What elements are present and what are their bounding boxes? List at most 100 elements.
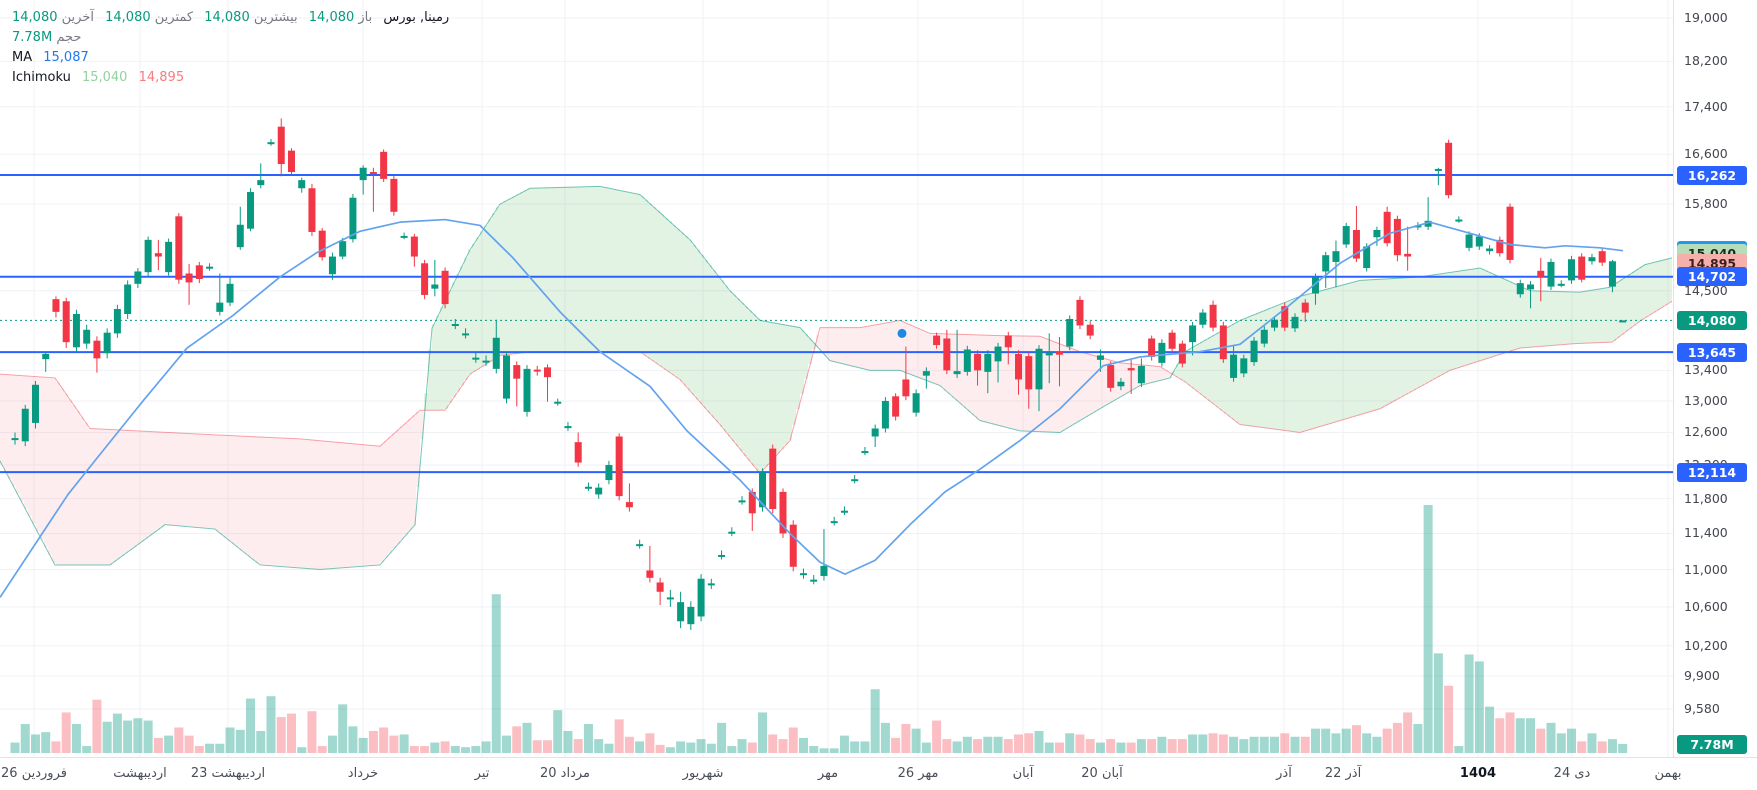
- ichimoku-cloud-strip: [968, 334, 972, 412]
- ichimoku-cloud-strip: [284, 438, 288, 567]
- candle-body: [595, 487, 603, 495]
- ichimoku-cloud-strip: [1580, 291, 1584, 344]
- ichimoku-cloud-strip: [680, 232, 684, 382]
- ichimoku-cloud-strip: [1296, 297, 1300, 433]
- ichimoku-cloud-strip: [288, 438, 292, 568]
- x-tick-label: شهریور: [682, 766, 724, 781]
- ichimoku-cloud-strip: [1496, 276, 1500, 355]
- ichimoku-cloud-strip: [372, 445, 376, 566]
- ichimoku-cloud-strip: [220, 435, 224, 535]
- volume-bar: [594, 739, 604, 753]
- ichimoku-cloud-strip: [880, 323, 884, 371]
- volume-bar: [1208, 733, 1218, 753]
- legend-ichimoku-row[interactable]: Ichimoku 15,040 14,895: [12, 68, 449, 88]
- ichimoku-cloud-strip: [1172, 370, 1176, 376]
- candle-body: [492, 337, 500, 369]
- ichimoku-cloud-strip: [420, 410, 424, 440]
- ichimoku-cloud-strip: [628, 192, 632, 352]
- time-axis[interactable]: 26 فروردین اردیبهشت 23 اردیبهشت خرداد تیر 20 …: [0, 757, 1757, 790]
- ichimoku-cloud-strip: [212, 434, 216, 529]
- y-tick-label: 14,500: [1684, 282, 1728, 298]
- candle-body: [1240, 358, 1248, 374]
- ichimoku-cloud-strip: [848, 327, 852, 366]
- ichimoku-cloud-strip: [340, 442, 344, 568]
- ichimoku-cloud-strip: [1464, 270, 1468, 366]
- ichimoku-cloud-strip: [444, 298, 448, 409]
- ichimoku-cloud-strip: [652, 207, 656, 362]
- ichimoku-cloud-strip: [1220, 330, 1224, 411]
- ichimoku-cloud-strip: [540, 187, 544, 352]
- ichimoku-cloud-strip: [828, 327, 832, 361]
- ichimoku-cloud-strip: [1376, 279, 1380, 410]
- candle-body: [779, 491, 787, 534]
- ichimoku-cloud-strip: [1156, 366, 1160, 381]
- ichimoku-cloud-strip: [48, 377, 52, 556]
- volume-bar: [1423, 504, 1433, 753]
- volume-bar: [1310, 728, 1320, 753]
- ichimoku-cloud-strip: [1392, 278, 1396, 401]
- volume-bar: [553, 710, 563, 753]
- ichimoku-cloud-strip: [888, 322, 892, 371]
- ichimoku-cloud-strip: [552, 187, 556, 352]
- candle-body: [1086, 324, 1094, 336]
- ichimoku-cloud-strip: [840, 327, 844, 364]
- volume-bar: [10, 742, 20, 753]
- x-tick-label: 20 آبان: [1081, 766, 1123, 781]
- ichimoku-cloud-strip: [884, 322, 888, 371]
- ichimoku-cloud-strip: [56, 382, 60, 565]
- volume-bar: [502, 735, 512, 753]
- candle-body: [503, 355, 511, 399]
- ichimoku-cloud-strip: [1668, 258, 1672, 303]
- ichimoku-cloud-strip: [448, 290, 452, 403]
- high-value: 14,080: [204, 10, 250, 25]
- ichimoku-cloud-strip: [1160, 367, 1164, 380]
- volume-bar: [1526, 718, 1536, 753]
- ichimoku-cloud-strip: [796, 327, 800, 410]
- ichimoku-cloud-strip: [196, 434, 200, 528]
- x-tick-label: 24 دی: [1553, 766, 1591, 781]
- candle-body: [451, 324, 459, 327]
- volume-bar: [1577, 741, 1587, 753]
- ichimoku-cloud-strip: [1084, 353, 1088, 417]
- ichimoku-cloud-strip: [144, 431, 148, 539]
- ichimoku-cloud-strip: [512, 196, 516, 354]
- volume-bar: [737, 739, 747, 753]
- price-axis[interactable]: 19,000 18,200 17,400 16,600 15,800 14,500 13,4…: [1673, 0, 1757, 757]
- volume-bar: [819, 748, 829, 753]
- volume-bar: [1003, 739, 1013, 753]
- ichimoku-cloud-strip: [1644, 264, 1648, 318]
- ichimoku-cloud-strip: [656, 210, 660, 365]
- candle-body: [1619, 320, 1627, 323]
- volume-bar: [1362, 733, 1372, 753]
- legend-ma-row[interactable]: MA 15,087: [12, 48, 449, 68]
- volume-bar: [921, 742, 931, 753]
- candle-body: [1414, 225, 1422, 228]
- volume-bar: [348, 726, 358, 753]
- ichimoku-cloud-strip: [644, 199, 648, 356]
- ichimoku-cloud-strip: [320, 440, 324, 570]
- volume-bar: [655, 744, 665, 753]
- ichimoku-cloud-strip: [4, 374, 8, 472]
- candle-body: [277, 126, 285, 165]
- candle-body: [11, 438, 19, 441]
- ichimoku-cloud-strip: [1076, 350, 1080, 422]
- ichimoku-cloud-strip: [592, 186, 596, 352]
- ichimoku-cloud-strip: [1148, 365, 1152, 383]
- ichimoku-cloud-strip: [80, 416, 84, 565]
- x-tick-label: 22 آذر: [1324, 766, 1362, 781]
- volume-bar: [1106, 739, 1116, 753]
- ichimoku-cloud-strip: [1020, 335, 1024, 431]
- ichimoku-cloud-strip: [140, 431, 144, 542]
- candle-body: [1045, 352, 1053, 356]
- candle-body: [308, 188, 316, 232]
- ichimoku-cloud-strip: [1064, 346, 1068, 429]
- ichimoku-cloud-strip: [1044, 338, 1048, 432]
- chart-canvas[interactable]: [0, 0, 1673, 757]
- volume-bar: [112, 713, 122, 753]
- ichimoku-cloud-strip: [1288, 300, 1292, 432]
- ichimoku-cloud-strip: [952, 334, 956, 398]
- ichimoku-cloud-strip: [276, 437, 280, 567]
- volume-bar: [338, 704, 348, 753]
- volume-bar: [225, 727, 235, 753]
- candle-body: [1260, 329, 1268, 344]
